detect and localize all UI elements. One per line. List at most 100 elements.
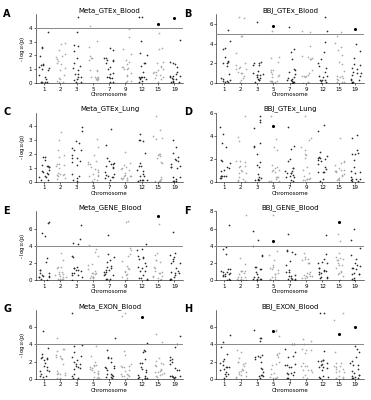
Point	[288, 364, 293, 370]
Point	[177, 163, 183, 169]
Point	[356, 372, 362, 378]
Point	[340, 273, 346, 279]
Point	[71, 371, 77, 377]
Point	[255, 352, 261, 359]
Point	[141, 74, 147, 81]
Point	[284, 247, 290, 253]
Point	[254, 151, 260, 158]
Point	[170, 174, 176, 180]
Point	[124, 275, 129, 281]
Point	[40, 62, 46, 68]
Point	[128, 173, 134, 180]
Point	[321, 310, 327, 316]
Point	[223, 364, 229, 371]
Point	[136, 74, 142, 80]
Point	[92, 74, 98, 80]
Point	[110, 161, 116, 167]
Point	[39, 354, 45, 361]
Point	[292, 277, 298, 283]
Point	[168, 356, 174, 362]
Point	[171, 15, 177, 21]
Point	[167, 73, 173, 80]
Point	[39, 45, 45, 52]
Point	[157, 177, 163, 184]
Point	[37, 368, 43, 374]
Point	[322, 68, 328, 75]
Point	[174, 367, 180, 374]
Point	[124, 175, 130, 181]
Point	[238, 274, 244, 280]
Point	[72, 48, 78, 54]
Point	[158, 276, 164, 282]
Point	[40, 79, 46, 85]
Point	[236, 14, 242, 21]
Point	[272, 270, 278, 277]
Point	[286, 364, 292, 370]
Point	[86, 364, 92, 370]
Point	[237, 276, 243, 283]
Point	[37, 372, 43, 379]
Point	[300, 79, 306, 86]
Point	[260, 368, 266, 375]
Point	[95, 168, 101, 175]
Point	[167, 276, 173, 282]
Point	[105, 275, 111, 282]
Point	[110, 47, 116, 53]
Point	[276, 178, 282, 184]
Point	[46, 274, 52, 280]
Point	[272, 375, 278, 382]
Point	[136, 14, 142, 21]
Point	[122, 268, 128, 274]
Point	[223, 369, 229, 376]
Point	[94, 37, 100, 44]
Point	[134, 247, 140, 253]
Point	[170, 258, 176, 265]
Point	[337, 255, 343, 261]
Point	[269, 78, 275, 84]
Point	[335, 256, 341, 263]
Point	[224, 60, 230, 66]
Point	[286, 273, 292, 280]
Point	[224, 350, 230, 357]
Point	[324, 274, 330, 281]
Point	[56, 268, 62, 275]
Point	[309, 338, 315, 344]
Point	[169, 373, 175, 379]
Point	[143, 240, 149, 247]
Point	[348, 177, 354, 184]
Point	[221, 44, 227, 51]
Point	[62, 40, 68, 46]
Point	[86, 56, 92, 63]
Text: E: E	[3, 206, 10, 216]
Point	[61, 171, 67, 178]
Point	[160, 66, 165, 72]
Point	[56, 74, 62, 81]
Text: F: F	[184, 206, 190, 216]
Point	[339, 262, 345, 268]
Point	[250, 61, 256, 68]
Point	[259, 371, 265, 378]
Point	[75, 272, 81, 278]
Point	[341, 68, 347, 75]
Point	[172, 61, 178, 67]
Point	[306, 70, 312, 76]
Point	[356, 270, 362, 277]
Point	[93, 246, 99, 252]
Point	[226, 70, 232, 77]
Point	[252, 353, 258, 360]
Point	[334, 257, 340, 264]
Point	[356, 77, 362, 84]
Point	[140, 254, 146, 260]
Point	[272, 276, 278, 282]
Point	[309, 67, 315, 74]
Point	[156, 178, 162, 184]
Point	[53, 272, 59, 278]
Point	[267, 276, 273, 283]
Point	[316, 154, 322, 160]
Point	[94, 76, 100, 83]
Point	[307, 269, 313, 275]
Point	[276, 167, 282, 173]
Point	[302, 177, 308, 183]
Point	[153, 362, 159, 369]
Point	[351, 60, 357, 67]
